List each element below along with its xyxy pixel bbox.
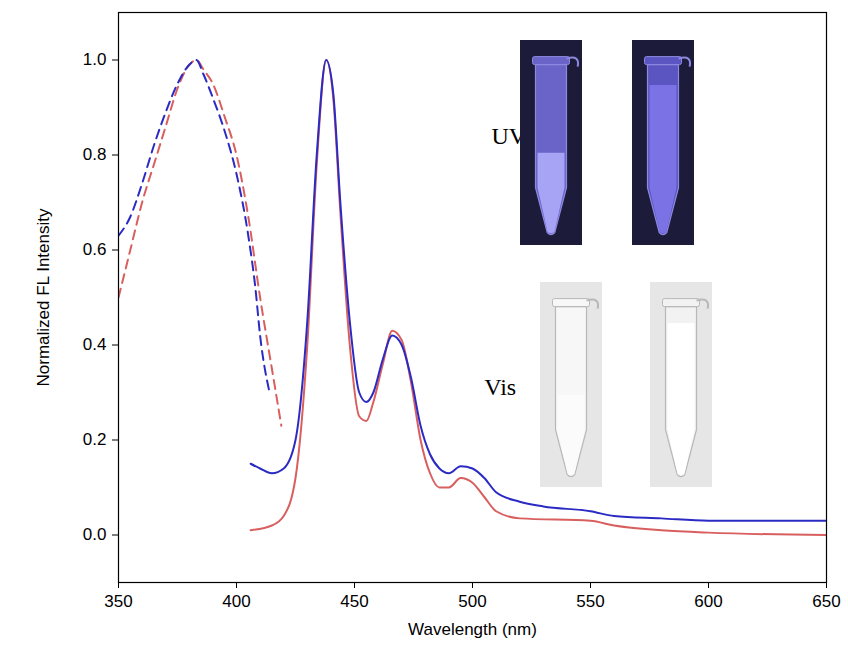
svg-text:550: 550 — [576, 592, 604, 611]
svg-text:Vis: Vis — [484, 374, 516, 400]
svg-text:650: 650 — [812, 592, 840, 611]
svg-text:450: 450 — [340, 592, 368, 611]
svg-text:UV: UV — [491, 122, 527, 149]
svg-text:0.4: 0.4 — [83, 335, 107, 354]
svg-text:1.0: 1.0 — [83, 50, 107, 69]
svg-text:0.8: 0.8 — [83, 145, 107, 164]
svg-text:Wavelength (nm): Wavelength (nm) — [408, 620, 537, 639]
svg-text:400: 400 — [222, 592, 250, 611]
svg-text:Normalized FL Intensity: Normalized FL Intensity — [34, 208, 53, 386]
svg-text:0.0: 0.0 — [83, 525, 107, 544]
svg-text:500: 500 — [458, 592, 486, 611]
svg-text:350: 350 — [104, 592, 132, 611]
svg-text:600: 600 — [694, 592, 722, 611]
svg-text:0.6: 0.6 — [83, 240, 107, 259]
svg-text:0.2: 0.2 — [83, 430, 107, 449]
